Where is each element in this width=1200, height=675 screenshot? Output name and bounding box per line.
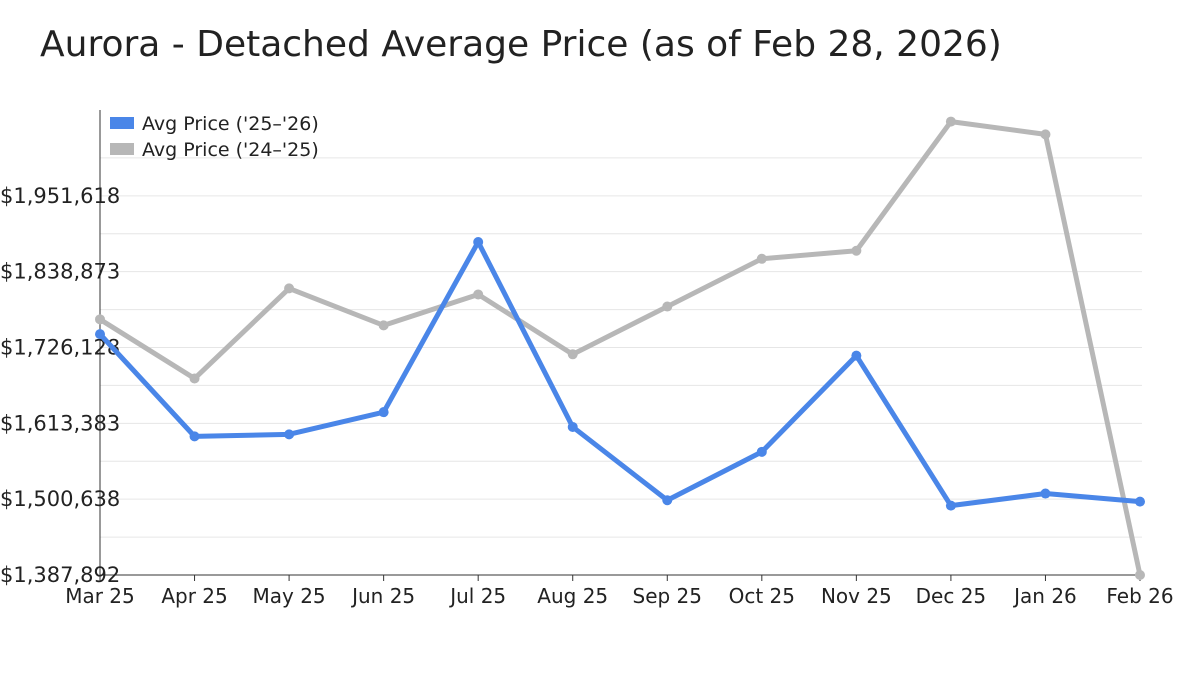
data-point (284, 429, 295, 440)
data-point (851, 350, 862, 361)
x-tick-label: Aug 25 (537, 584, 608, 608)
data-point (567, 349, 578, 360)
y-tick-label: $1,838,873 (0, 260, 120, 284)
x-tick-label: May 25 (253, 584, 326, 608)
series-line (97, 239, 1143, 509)
data-point (189, 373, 200, 384)
y-tick-label: $1,500,638 (0, 487, 120, 511)
data-point (945, 500, 956, 511)
y-tick-label: $1,613,383 (0, 411, 120, 435)
y-tick-label: $1,726,128 (0, 336, 120, 360)
data-point (95, 314, 105, 325)
data-point (662, 301, 673, 312)
x-tick-label: Sep 25 (633, 584, 703, 608)
x-tick-label: Nov 25 (821, 584, 892, 608)
x-tick-label: Jan 26 (1012, 584, 1077, 608)
axes (99, 110, 1142, 576)
x-tick-label: Jul 25 (448, 584, 506, 608)
legend-label: Avg Price ('24–'25) (142, 139, 319, 161)
data-point (662, 495, 673, 506)
data-point (1135, 570, 1145, 580)
data-point (1135, 496, 1145, 507)
x-tick-label: Apr 25 (161, 584, 227, 608)
legend-swatch (110, 117, 134, 129)
data-point (284, 283, 295, 294)
gridlines (100, 157, 1142, 538)
data-point (473, 289, 484, 300)
x-tick-label: Oct 25 (729, 584, 795, 608)
legend: Avg Price ('25–'26) Avg Price ('24–'25) (110, 113, 319, 161)
x-tick-label: Mar 25 (65, 584, 135, 608)
y-axis-ticks: $1,387,892$1,500,638$1,613,383$1,726,128… (0, 184, 120, 587)
data-point (945, 116, 956, 127)
y-tick-label: $1,951,618 (0, 184, 120, 208)
series-line (97, 119, 1143, 578)
x-tick-label: Dec 25 (916, 584, 987, 608)
data-point (567, 421, 578, 432)
data-point (851, 245, 862, 256)
data-point (756, 253, 767, 264)
chart-title: Aurora - Detached Average Price (as of F… (40, 24, 1002, 65)
x-tick-label: Jun 25 (350, 584, 415, 608)
data-point (378, 320, 389, 331)
data-point (378, 407, 389, 418)
data-point (189, 431, 200, 442)
data-point (95, 329, 105, 340)
data-point (473, 236, 484, 247)
data-point (756, 446, 767, 457)
x-axis-ticks: Mar 25 Apr 25 May 25 Jun 25 Jul 25 Aug 25 Sep … (65, 575, 1174, 608)
x-tick-label: Feb 26 (1106, 584, 1173, 608)
legend-label: Avg Price ('25–'26) (142, 113, 319, 135)
series-lines (95, 116, 1145, 580)
data-point (1040, 129, 1051, 140)
data-point (1040, 488, 1051, 499)
legend-swatch (110, 143, 134, 155)
